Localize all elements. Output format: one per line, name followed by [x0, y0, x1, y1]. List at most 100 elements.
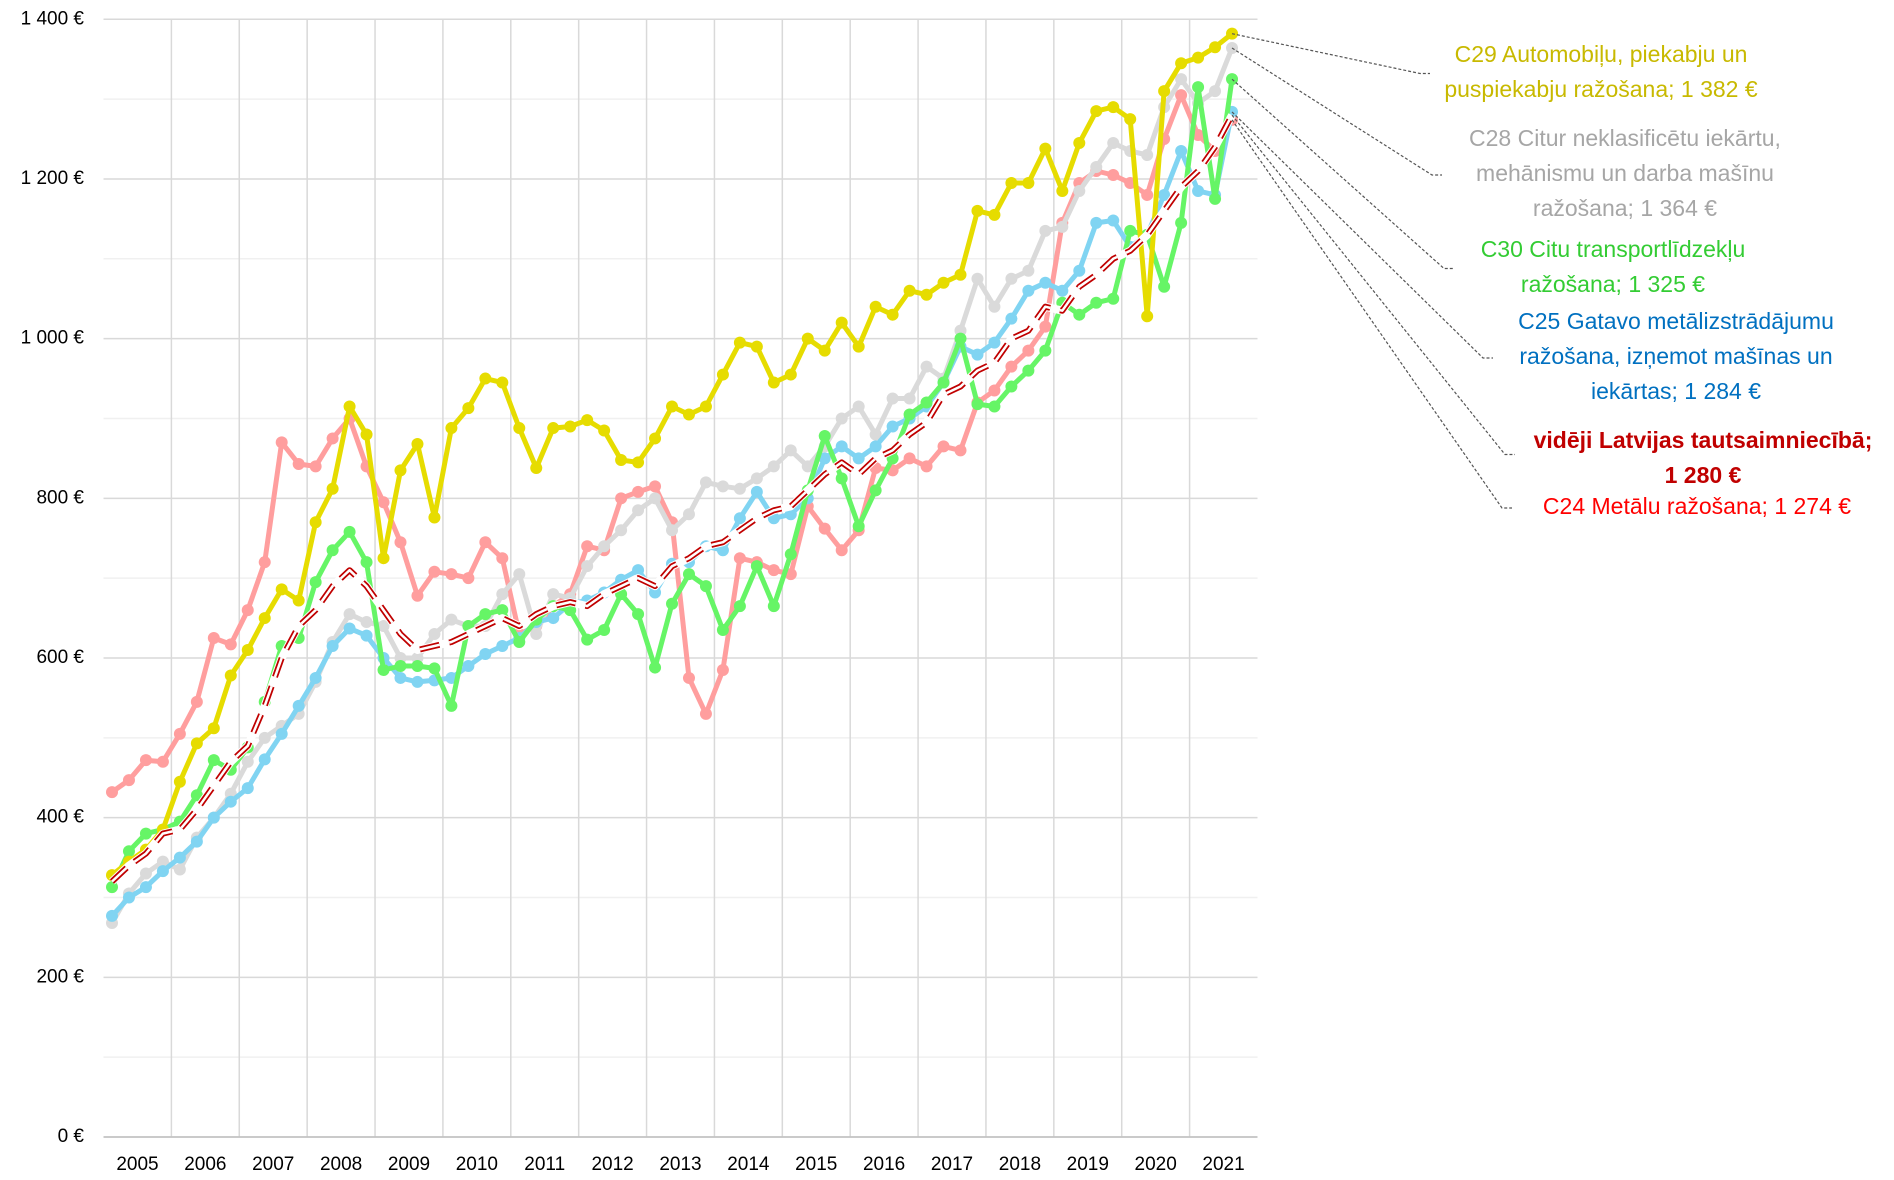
- series-marker: [224, 669, 237, 682]
- series-marker: [411, 675, 424, 688]
- series-marker: [428, 565, 441, 578]
- series-marker: [1005, 176, 1018, 189]
- x-tick-label: 2010: [456, 1154, 498, 1175]
- x-tick-label: 2008: [320, 1154, 362, 1175]
- series-marker: [632, 456, 645, 469]
- leader-line: [1231, 78, 1454, 270]
- series-marker: [716, 624, 729, 637]
- series-marker: [1141, 310, 1154, 323]
- series-marker: [377, 552, 390, 565]
- x-tick-label: 2011: [524, 1154, 565, 1175]
- series-marker: [699, 580, 712, 593]
- series-marker: [716, 544, 729, 557]
- series-marker: [377, 620, 390, 633]
- series-marker: [207, 632, 220, 645]
- series-marker: [479, 647, 492, 660]
- series-marker: [241, 755, 254, 768]
- series-marker: [462, 402, 475, 415]
- series-marker: [954, 444, 967, 457]
- series-marker: [937, 440, 950, 453]
- series-marker: [496, 376, 509, 389]
- series-marker: [666, 597, 679, 610]
- x-tick-label: 2021: [1202, 1154, 1244, 1175]
- x-tick-label: 2020: [1135, 1154, 1177, 1175]
- series-marker: [666, 400, 679, 413]
- series-marker: [1039, 344, 1052, 357]
- series-marker: [615, 524, 628, 537]
- series-marker: [801, 460, 814, 473]
- series-marker: [598, 624, 611, 637]
- series-line-core: [111, 114, 1234, 883]
- series-marker: [1090, 296, 1103, 309]
- y-tick-label: 800 €: [36, 487, 84, 508]
- series-marker: [988, 336, 1001, 349]
- series-marker: [1192, 51, 1205, 64]
- series-marker: [716, 480, 729, 493]
- series-marker: [1158, 85, 1171, 98]
- series-marker: [835, 544, 848, 557]
- series-marker: [258, 556, 271, 569]
- series-marker: [971, 398, 984, 411]
- series-marker: [309, 516, 322, 529]
- y-tick-label: 1 200 €: [21, 168, 85, 189]
- series-marker: [818, 430, 831, 443]
- series-marker: [1056, 184, 1069, 197]
- series-marker: [1124, 224, 1137, 237]
- series-marker: [292, 594, 305, 607]
- series-marker: [598, 540, 611, 553]
- series-marker: [632, 608, 645, 621]
- series-marker: [903, 392, 916, 405]
- series-marker: [428, 662, 441, 675]
- series-marker: [1073, 184, 1086, 197]
- x-tick-label: 2012: [591, 1154, 633, 1175]
- x-tick-label: 2015: [795, 1154, 837, 1175]
- x-tick-label: 2016: [863, 1154, 905, 1175]
- series-label: C30 Citu transportlīdzekļu: [1481, 236, 1746, 262]
- series-marker: [309, 460, 322, 473]
- series-marker: [241, 604, 254, 617]
- series-marker: [564, 604, 577, 617]
- series-marker: [1175, 145, 1188, 158]
- series-marker: [513, 422, 526, 435]
- series-marker: [530, 628, 543, 641]
- series-marker: [1039, 276, 1052, 289]
- series-marker: [1175, 57, 1188, 70]
- series-marker: [649, 480, 662, 493]
- series-marker: [411, 438, 424, 451]
- series-marker: [903, 284, 916, 297]
- series-marker: [954, 268, 967, 281]
- series-marker: [835, 440, 848, 453]
- series-marker: [479, 536, 492, 549]
- series-marker: [971, 272, 984, 285]
- series-marker: [275, 727, 288, 740]
- series-marker: [547, 422, 560, 435]
- series-marker: [1090, 160, 1103, 173]
- series-marker: [106, 909, 118, 922]
- series-marker: [699, 476, 712, 489]
- y-tick-label: 400 €: [36, 807, 84, 828]
- series-marker: [1141, 149, 1154, 162]
- series-marker: [513, 568, 526, 581]
- series-marker: [682, 408, 695, 421]
- series-marker: [275, 436, 288, 449]
- series-marker: [835, 316, 848, 329]
- series-marker: [1158, 188, 1171, 201]
- series-marker: [190, 695, 203, 708]
- series-marker: [716, 368, 729, 381]
- series-marker: [1005, 360, 1018, 373]
- series-marker: [869, 440, 882, 453]
- series-marker: [1022, 264, 1035, 277]
- series-marker: [835, 412, 848, 425]
- series-marker: [581, 560, 594, 573]
- series-marker: [224, 638, 237, 651]
- series-marker: [479, 608, 492, 621]
- series-marker: [1107, 292, 1120, 305]
- series-marker: [920, 288, 933, 301]
- series-marker: [106, 786, 118, 799]
- series-marker: [496, 604, 509, 617]
- series-marker: [1022, 176, 1035, 189]
- series-label: ražošana; 1 364 €: [1533, 195, 1717, 221]
- series-line: [109, 78, 1235, 889]
- series-marker: [649, 432, 662, 445]
